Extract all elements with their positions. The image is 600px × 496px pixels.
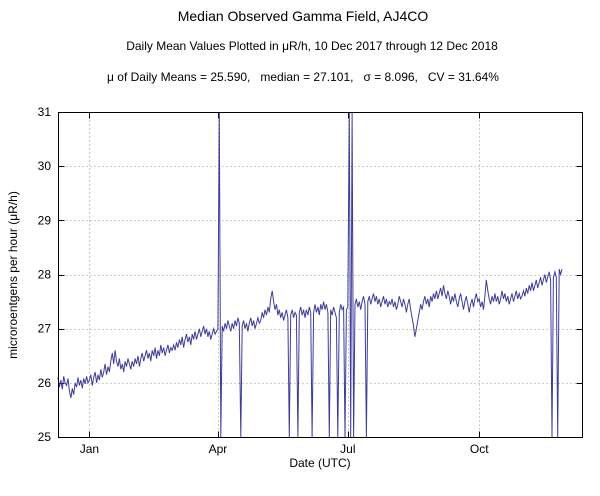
y-tick-label: 30 [38, 159, 52, 173]
y-tick-label: 29 [38, 213, 52, 227]
x-tick-label: Apr [209, 442, 228, 456]
x-tick-label: Jan [80, 442, 99, 456]
y-tick-label: 31 [38, 105, 52, 119]
x-axis-label: Date (UTC) [289, 456, 350, 470]
x-tick-label: Oct [470, 442, 489, 456]
x-tick-label: Jul [340, 442, 355, 456]
chart-stats-line: μ of Daily Means = 25.590, median = 27.1… [107, 70, 499, 84]
plot-frame [58, 112, 583, 438]
y-tick-label: 25 [38, 430, 52, 444]
data-line [57, 111, 563, 438]
y-tick-label: 27 [38, 322, 52, 336]
y-tick-label: 26 [38, 376, 52, 390]
plot-area: 25 26 27 28 29 30 31 Jan Apr Jul Oct [38, 105, 583, 456]
chart-title: Median Observed Gamma Field, AJ4CO [178, 8, 429, 24]
y-tick-label: 28 [38, 268, 52, 282]
chart-subtitle: Daily Mean Values Plotted in μR/h, 10 De… [126, 39, 498, 53]
y-axis-label: microroentgens per hour (μR/h) [6, 191, 20, 359]
